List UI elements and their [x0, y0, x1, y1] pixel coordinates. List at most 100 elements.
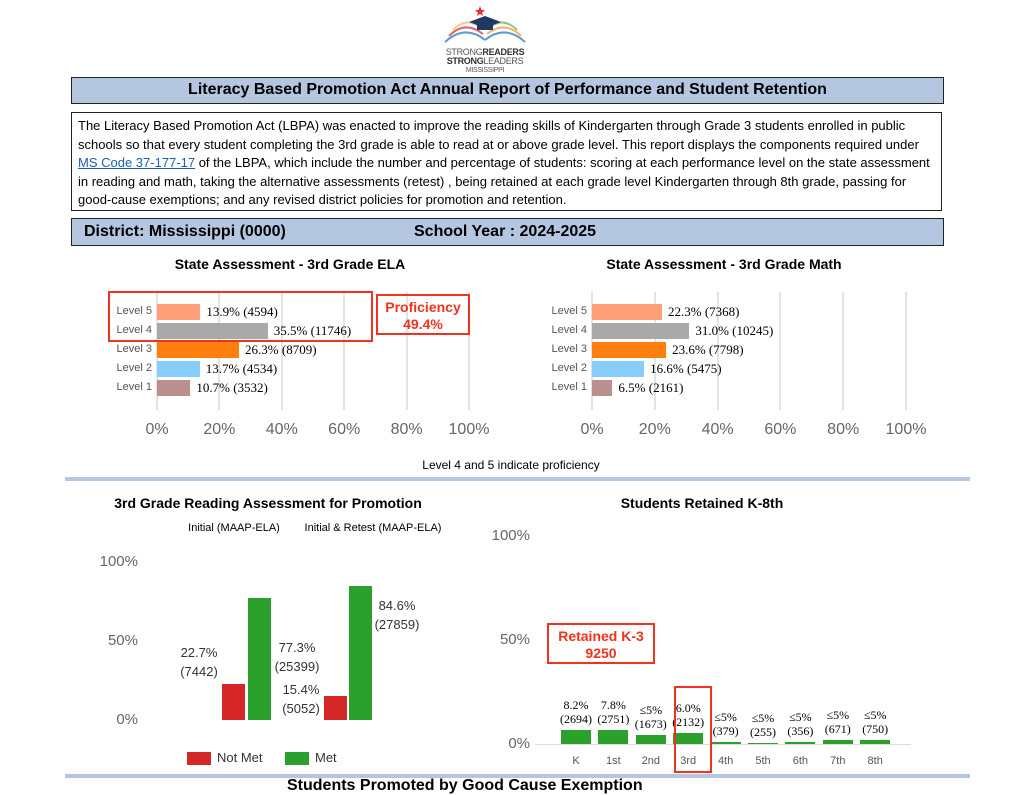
y-tick-label: 100%: [99, 553, 138, 570]
bar: [592, 342, 667, 358]
bar-label: 13.7% (4534): [205, 361, 278, 376]
bar-label: 23.6% (7798): [672, 342, 744, 357]
bar-label: 16.6% (5475): [650, 361, 722, 376]
bar-label-pct: 22.7%: [180, 645, 218, 660]
bar-label: 6.0% (2132): [670, 701, 706, 729]
x-category-label: 1st: [606, 755, 621, 767]
bar-label-count: (7442): [180, 664, 218, 679]
bar: [349, 586, 372, 720]
chart-title: State Assessment - 3rd Grade ELA: [174, 256, 406, 272]
bar: [748, 742, 778, 744]
section-divider: [65, 774, 970, 778]
x-category-label: 3rd: [680, 755, 697, 767]
chart-title: 3rd Grade Reading Assessment for Promoti…: [114, 495, 422, 511]
legend-label: Met: [315, 750, 337, 765]
x-tick-label: 20%: [638, 421, 671, 438]
x-axis-line: [535, 744, 911, 745]
bar: [592, 380, 613, 396]
bar-label-count: (750): [862, 721, 889, 736]
x-tick-label: 80%: [827, 421, 860, 438]
bar-label: ≤5% (1673): [633, 703, 669, 731]
proficiency-highlight-box: [108, 291, 373, 342]
bar-label-count: (5052): [282, 701, 320, 716]
x-category-label: 6th: [792, 755, 809, 767]
bar-label-count: (1673): [634, 717, 667, 732]
x-tick-label: 40%: [265, 421, 298, 438]
section-divider: [65, 477, 970, 481]
x-tick-label: 0%: [145, 421, 169, 438]
x-tick-label: 100%: [448, 421, 490, 438]
bar-label-pct: 15.4%: [282, 682, 320, 697]
bar: [157, 361, 200, 377]
bar-label-count: (2751): [597, 712, 630, 727]
logo-text: LEADERS: [483, 56, 524, 66]
x-category-label: 5th: [755, 755, 771, 767]
bar: [635, 735, 666, 744]
bar-label-count: (671): [824, 722, 851, 737]
ms-code-link[interactable]: MS Code 37-177-17: [78, 155, 196, 170]
bar: [324, 695, 347, 720]
y-category-label: Level 3: [551, 343, 587, 355]
bar-label: ≤5% (671): [820, 708, 856, 736]
legend-swatch: [187, 752, 211, 765]
bar: [860, 739, 891, 744]
bar-label-pct: ≤5%: [639, 703, 663, 718]
bar: [598, 730, 629, 744]
y-category-label: Level 4: [551, 324, 587, 336]
district-label: District: Mississippi (0000): [84, 223, 286, 240]
y-category-label: Level 2: [551, 362, 587, 374]
x-tick-label: 60%: [764, 421, 797, 438]
bar: [248, 597, 271, 720]
annotation-line: Retained K-3: [558, 628, 644, 644]
x-category-label: 8th: [867, 755, 883, 767]
bar-label: 10.7% (3532): [196, 380, 268, 395]
bar-label-pct: 7.8%: [600, 698, 626, 713]
chart-title: Students Retained K-8th: [620, 495, 784, 511]
gridline: [905, 292, 907, 410]
x-tick-label: 20%: [203, 421, 236, 438]
logo-text: READERS: [482, 47, 525, 57]
bar-label-count: (379): [712, 724, 739, 739]
bar-label: 6.5% (2161): [618, 380, 684, 395]
bar-label: 15.4% (5052): [278, 680, 324, 718]
annotation-value: 9250: [585, 645, 617, 661]
y-category-label: Level 4: [116, 324, 152, 336]
bar-label-pct: 6.0%: [675, 701, 701, 716]
bar: [785, 742, 816, 744]
report-title: Literacy Based Promotion Act Annual Repo…: [71, 77, 944, 104]
bar: [561, 729, 591, 744]
bar-label: 26.3% (8709): [245, 342, 317, 357]
description-text: of the LBPA, which include the number an…: [78, 155, 930, 207]
bar-label-pct: ≤5%: [714, 710, 737, 725]
y-category-label: Level 1: [116, 381, 152, 393]
bar: [710, 742, 741, 744]
bar-label-pct: 84.6%: [378, 598, 416, 613]
x-category-label: 4th: [717, 755, 734, 767]
district-bar: District: Mississippi (0000) School Year…: [71, 218, 944, 246]
bar: [592, 304, 663, 320]
bar: [157, 380, 191, 396]
x-tick-label: 80%: [390, 421, 423, 438]
x-tick-label: 0%: [580, 421, 604, 438]
y-category-label: Level 5: [551, 305, 587, 317]
next-section-title: Students Promoted by Good Cause Exemptio…: [287, 777, 643, 794]
description-text: The Literacy Based Promotion Act (LBPA) …: [78, 118, 919, 152]
bar-label-pct: ≤5%: [751, 710, 775, 725]
bar-label-pct: ≤5%: [789, 710, 812, 725]
x-category-label: 2nd: [641, 755, 660, 767]
category-label: Initial (MAAP-ELA): [188, 522, 280, 534]
logo-text: STRONG: [446, 56, 484, 66]
proficiency-note: Level 4 and 5 indicate proficiency: [422, 458, 600, 472]
y-category-label: Level 5: [116, 305, 152, 317]
logo-text: STRONG: [445, 47, 483, 57]
gridline: [343, 292, 346, 410]
gridline: [468, 292, 470, 410]
y-tick-label: 50%: [107, 632, 138, 649]
y-tick-label: 0%: [508, 735, 530, 752]
gridline: [716, 292, 719, 410]
category-label: Initial & Retest (MAAP-ELA): [304, 522, 442, 534]
bar-label-count: (255): [750, 724, 776, 739]
y-tick-label: 100%: [491, 527, 530, 544]
x-category-label: K: [572, 755, 580, 767]
annotation-value: 49.4%: [403, 316, 443, 332]
